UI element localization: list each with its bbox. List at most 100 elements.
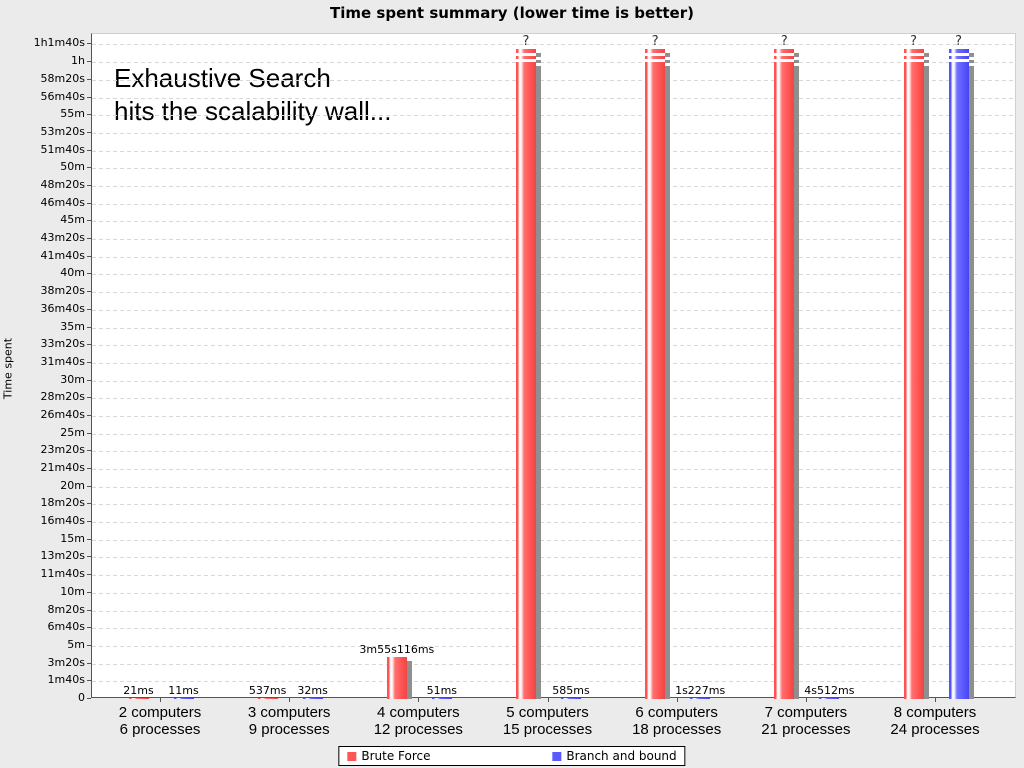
y-tick-label: 43m20s <box>40 231 85 245</box>
gridline <box>92 274 1015 276</box>
y-tick-label: 30m <box>60 372 85 386</box>
x-category-line-1: 2 computers <box>118 704 202 721</box>
y-tick-mark <box>87 184 91 186</box>
x-category-line-2: 12 processes <box>373 721 463 738</box>
gridline <box>92 115 1015 117</box>
gridline <box>92 168 1015 170</box>
y-tick-mark <box>87 326 91 328</box>
y-tick-mark <box>87 485 91 487</box>
gridline <box>92 628 1015 630</box>
y-tick-label: 48m20s <box>40 177 85 191</box>
y-tick-mark <box>87 574 91 576</box>
gridline <box>92 522 1015 524</box>
y-tick-label: 3m20s <box>47 655 85 669</box>
y-tick-label: 35m <box>60 319 85 333</box>
annotation-line-2: hits the scalability wall... <box>114 96 392 126</box>
y-tick-mark <box>87 308 91 310</box>
y-tick-label: 46m40s <box>40 195 85 209</box>
gridline <box>92 504 1015 506</box>
x-tick-mark <box>160 698 161 702</box>
gridline <box>92 44 1015 46</box>
gridline <box>92 681 1015 683</box>
gridline <box>92 150 1015 152</box>
gridline <box>92 645 1015 647</box>
x-tick-mark <box>805 698 807 702</box>
bar-value-label: ? <box>522 34 530 49</box>
bar-break-stripes <box>516 49 536 63</box>
gridline <box>92 398 1015 400</box>
y-tick-mark <box>87 114 91 116</box>
bar-brute-force <box>903 49 924 699</box>
bar-brute-force <box>128 698 149 699</box>
y-tick-label: 33m20s <box>40 337 85 351</box>
y-tick-mark <box>87 503 91 505</box>
bar-branch-and-bound <box>690 698 711 699</box>
bar-break-stripes <box>948 49 969 63</box>
y-tick-mark <box>87 627 91 629</box>
x-category-label: 8 computers 24 processes <box>865 704 1005 738</box>
y-tick-mark <box>87 414 91 416</box>
y-tick-mark <box>87 238 91 240</box>
y-tick-mark <box>87 662 91 664</box>
x-category-line-2: 21 processes <box>761 721 851 738</box>
y-tick-mark <box>87 273 91 275</box>
x-category-label: 4 computers 12 processes <box>348 704 488 738</box>
y-tick-label: 56m40s <box>40 89 85 103</box>
bar-value-label: ? <box>780 34 788 49</box>
y-tick-label: 20m <box>60 478 85 492</box>
plot-area: Exhaustive Search hits the scalability w… <box>91 33 1016 699</box>
gridline <box>92 132 1015 134</box>
chart-title: Time spent summary (lower time is better… <box>330 4 694 22</box>
y-tick-label: 8m20s <box>47 602 85 616</box>
y-tick-mark <box>87 43 91 45</box>
gridline <box>92 380 1015 382</box>
y-tick-mark <box>87 255 91 257</box>
y-tick-label: 40m <box>60 266 85 280</box>
gridline <box>92 575 1015 577</box>
x-category-line-2: 18 processes <box>632 721 722 738</box>
y-tick-mark <box>87 96 91 98</box>
x-category-line-2: 6 processes <box>119 721 201 738</box>
gridline <box>92 309 1015 311</box>
gridline <box>92 539 1015 541</box>
y-tick-mark <box>87 61 91 63</box>
bar-value-label: 32ms <box>297 684 328 697</box>
gridline <box>92 486 1015 488</box>
gridline <box>92 62 1015 64</box>
x-category-line-1: 5 computers <box>506 704 589 721</box>
x-tick-mark <box>676 698 678 702</box>
y-tick-label: 38m20s <box>40 284 85 298</box>
y-tick-label: 21m40s <box>40 461 85 475</box>
y-tick-label: 6m40s <box>47 620 85 634</box>
x-category-line-1: 7 computers <box>764 704 848 721</box>
bar-value-label: ? <box>955 34 962 49</box>
bar-brute-force <box>257 698 278 699</box>
y-tick-label: 1m40s <box>47 673 85 687</box>
bar-value-label: 51ms <box>426 684 458 697</box>
gridline <box>92 256 1015 258</box>
bar-branch-and-bound <box>948 49 969 699</box>
y-tick-label: 23m20s <box>40 443 85 457</box>
y-tick-mark <box>87 361 91 363</box>
y-tick-label: 36m40s <box>40 301 85 315</box>
y-tick-label: 10m <box>60 584 85 598</box>
y-tick-mark <box>87 432 91 434</box>
gridline <box>92 203 1015 205</box>
bar-value-label: ? <box>651 34 659 49</box>
y-tick-mark <box>87 202 91 204</box>
y-tick-mark <box>87 344 91 346</box>
gridline <box>92 97 1015 99</box>
y-tick-label: 28m20s <box>40 390 85 404</box>
y-tick-label: 26m40s <box>40 407 85 421</box>
y-tick-mark <box>87 609 91 611</box>
y-tick-mark <box>87 149 91 151</box>
legend-label-brute-force: Brute Force <box>361 749 431 763</box>
gridline <box>92 592 1015 594</box>
y-tick-label: 15m <box>60 531 85 545</box>
bar-brute-force <box>516 49 536 699</box>
y-tick-mark <box>87 220 91 222</box>
gridline <box>92 610 1015 612</box>
y-tick-mark <box>87 556 91 558</box>
x-category-line-1: 4 computers <box>377 704 460 721</box>
